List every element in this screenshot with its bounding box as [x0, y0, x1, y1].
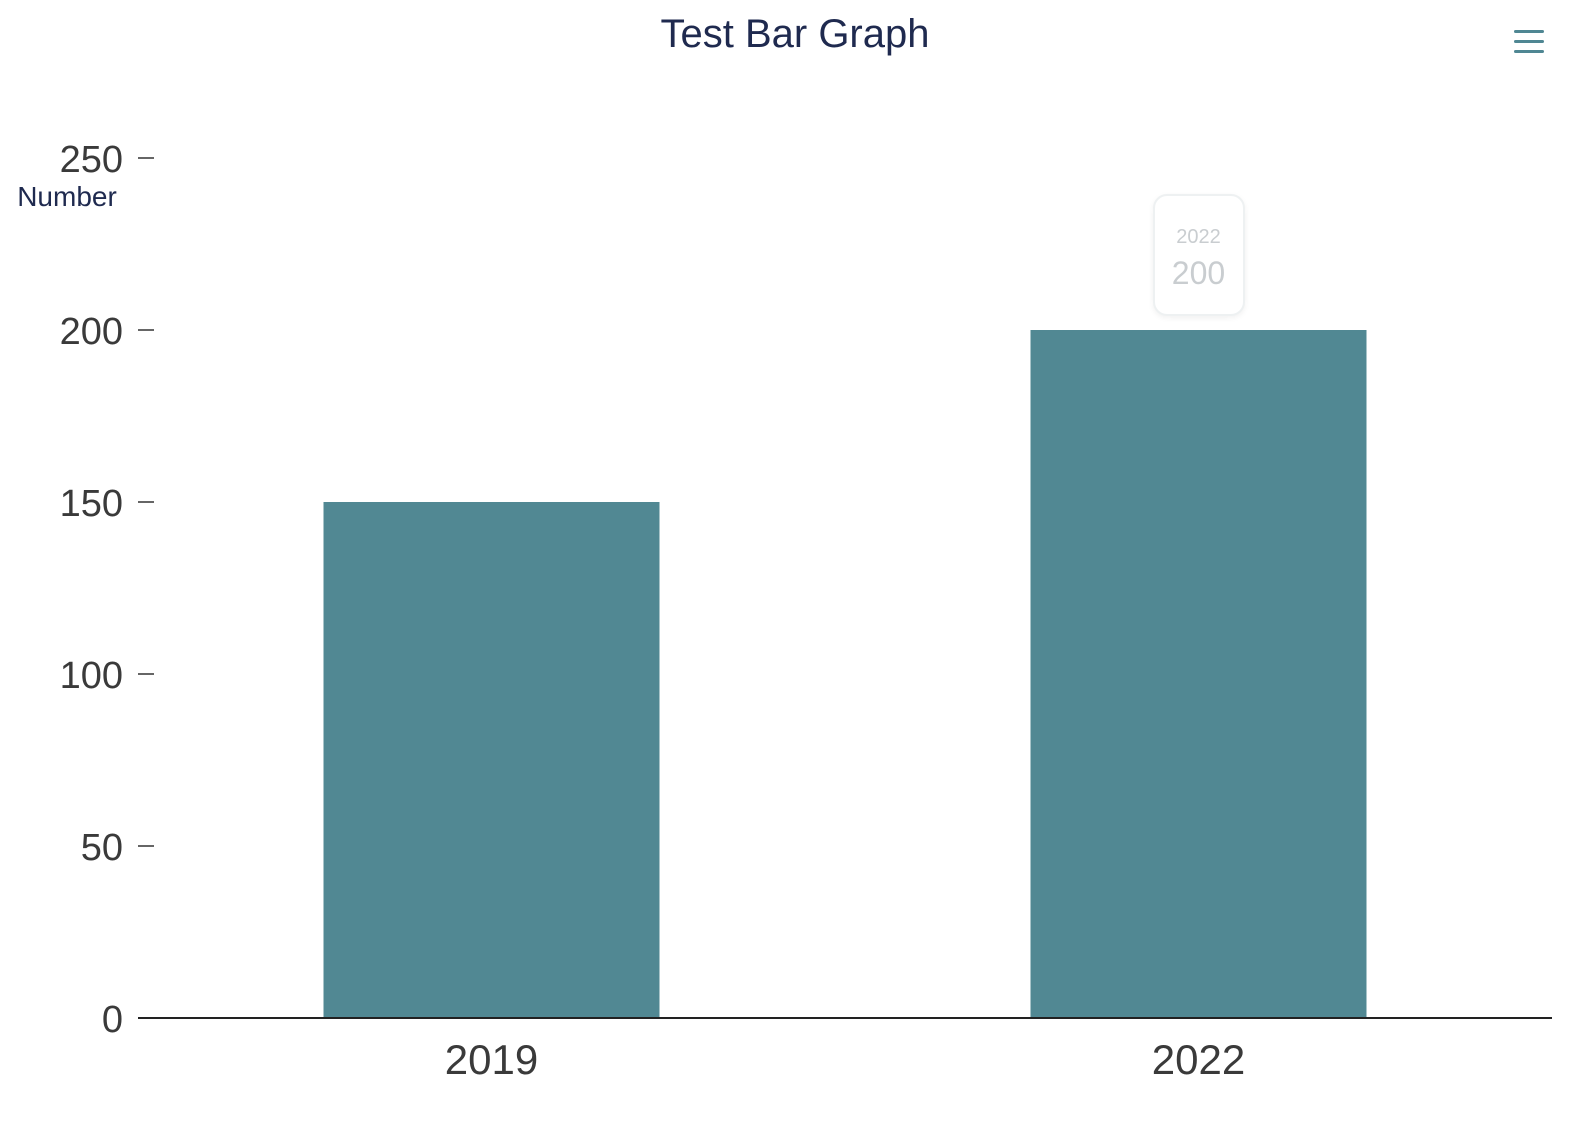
- x-tick-label: 2019: [445, 1036, 538, 1083]
- y-tick-label: 0: [102, 999, 123, 1041]
- y-tick-label: 150: [60, 483, 123, 525]
- bar-2022: [1030, 330, 1367, 1018]
- y-tick-label: 50: [81, 827, 123, 869]
- y-axis-label: Number: [17, 181, 117, 212]
- menu-line: [1514, 50, 1544, 53]
- y-tick-label: 200: [60, 311, 123, 353]
- x-tick-label: 2022: [1152, 1036, 1245, 1083]
- bar-2019: [323, 502, 660, 1018]
- hamburger-menu-icon[interactable]: [1512, 28, 1548, 58]
- tooltip-category: 2022: [1176, 226, 1221, 248]
- tooltip-value: 200: [1171, 255, 1226, 291]
- bar-tooltip: 2022 200: [1152, 194, 1245, 316]
- menu-line: [1514, 40, 1544, 43]
- y-tick-label: 250: [60, 139, 123, 181]
- y-tick-label: 100: [60, 655, 123, 697]
- chart-title: Test Bar Graph: [660, 12, 930, 56]
- menu-line: [1514, 30, 1544, 33]
